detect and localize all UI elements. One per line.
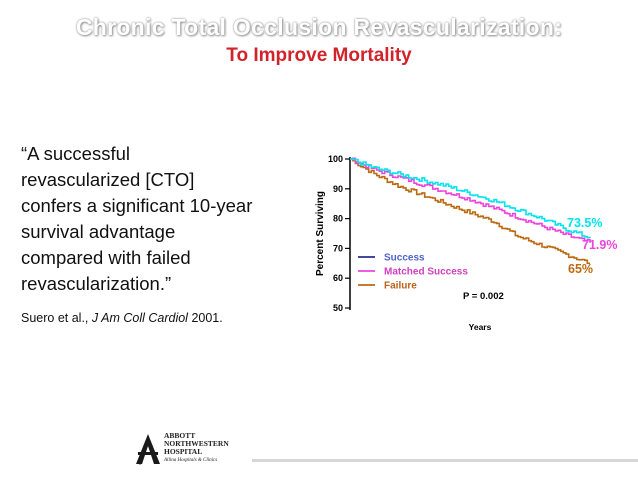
y-tick-label: 70: [333, 243, 343, 253]
slide-title: Chronic Total Occlusion Revascularizatio…: [75, 14, 563, 40]
logo-line: NORTHWESTERN: [164, 439, 229, 448]
y-tick-label: 50: [333, 303, 343, 313]
citation-authors: Suero et al.,: [21, 311, 92, 325]
p-value-annotation: P = 0.002: [463, 291, 504, 302]
hospital-logo: ABBOTT NORTHWESTERN HOSPITAL Allina Hosp…: [134, 432, 244, 466]
y-tick-label: 100: [328, 154, 343, 164]
quote-line: confers a significant 10-year: [21, 195, 253, 216]
quote-line: compared with failed: [21, 247, 191, 268]
y-tick-label: 80: [333, 214, 343, 224]
series-end-label: 71.9%: [582, 238, 617, 252]
quote-block: “A successful revascularized [CTO] confe…: [21, 141, 296, 297]
legend-label: Success: [384, 253, 425, 264]
series-line-success: [350, 158, 591, 239]
quote-line: survival advantage: [21, 221, 176, 242]
slide-subtitle: To Improve Mortality: [226, 45, 412, 66]
x-axis-label: Years: [469, 322, 492, 332]
survival-chart: 50 60 70 80 90 100 Percent Surviving Years 73.5%…: [315, 154, 617, 332]
series-end-label: 65%: [568, 262, 593, 276]
footer-divider: [252, 459, 638, 462]
legend-label: Matched Success: [384, 267, 468, 278]
logo-tagline: Allina Hospitals & Clinics: [164, 458, 218, 463]
quote-line: revascularized [CTO]: [21, 169, 195, 190]
series-end-label: 73.5%: [567, 216, 602, 230]
logo-icon: [136, 434, 160, 465]
series-line-matched-success: [350, 157, 591, 243]
y-axis-label: Percent Surviving: [315, 191, 326, 276]
citation-year: 2001.: [187, 311, 223, 325]
citation: Suero et al., J Am Coll Cardiol 2001.: [21, 311, 296, 325]
logo-wordmark: ABBOTT NORTHWESTERN HOSPITAL: [164, 432, 229, 456]
y-tick-label: 60: [333, 273, 343, 283]
series-line-failure: [350, 158, 590, 265]
title-bar: Chronic Total Occlusion Revascularizatio…: [0, 0, 638, 76]
logo-line: ABBOTT: [164, 431, 196, 440]
citation-journal: J Am Coll Cardiol: [91, 311, 188, 325]
quote-line: “A successful: [21, 143, 130, 164]
logo-line: HOSPITAL: [164, 447, 203, 456]
quote-line: revascularization.”: [21, 273, 172, 294]
y-tick-label: 90: [333, 184, 343, 194]
legend-label: Failure: [384, 281, 417, 292]
